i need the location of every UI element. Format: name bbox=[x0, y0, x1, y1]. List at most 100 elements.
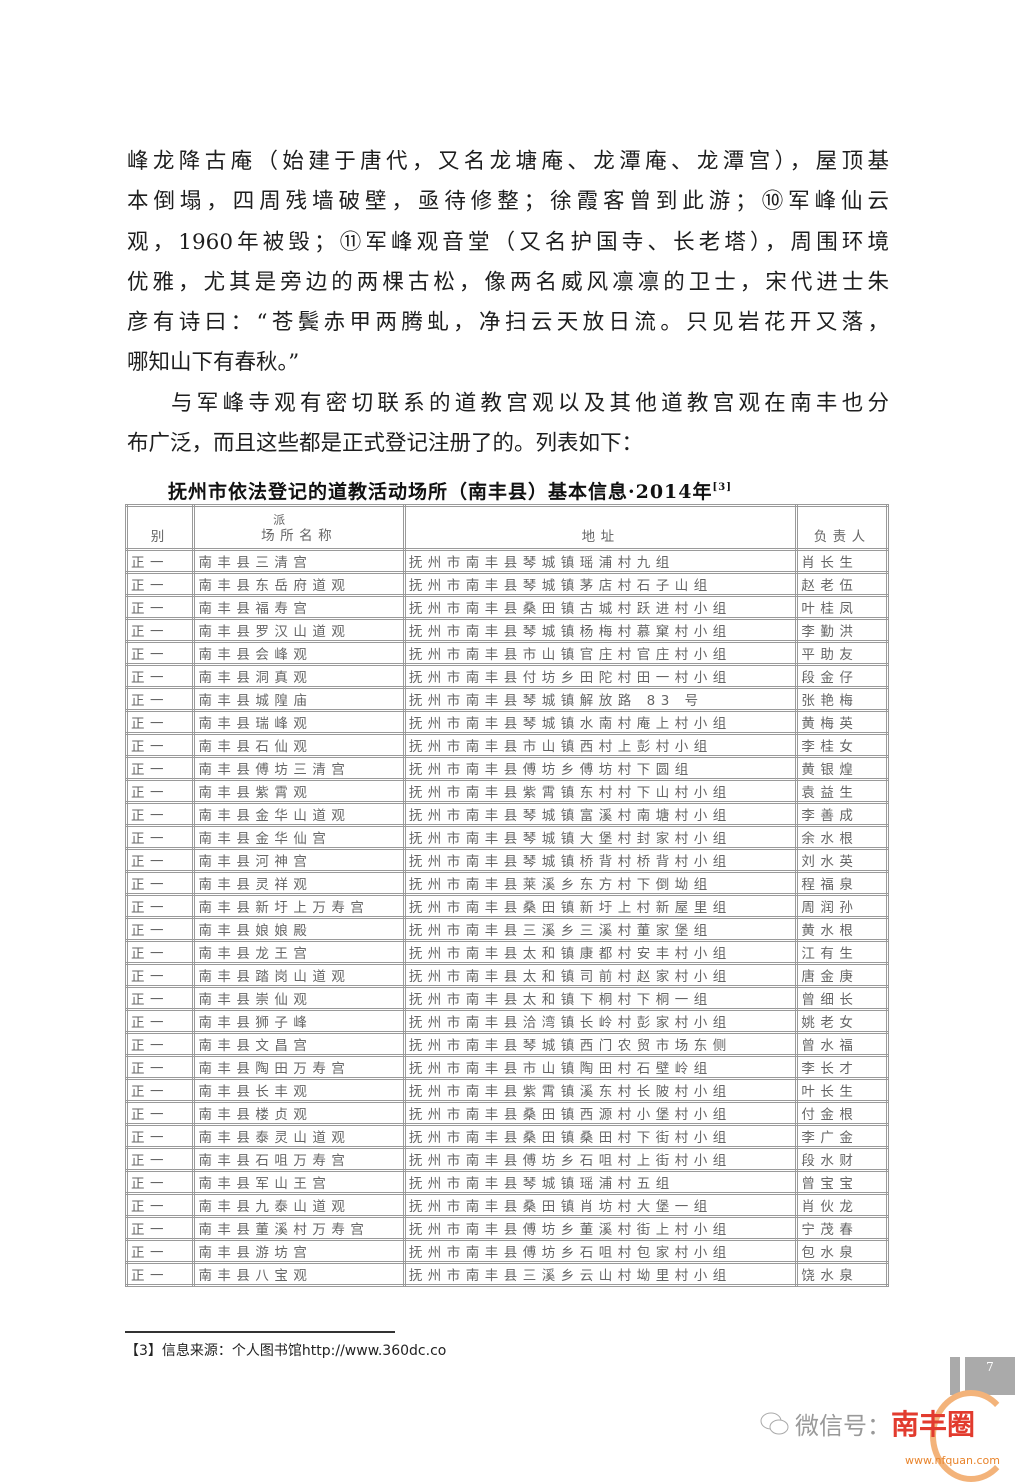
header-address: 地址 bbox=[402, 504, 799, 551]
cell-sect: 正一 bbox=[124, 985, 196, 1011]
table-row: 正一 南丰县灵祥观 抚州市南丰县莱溪乡东方村下倒坳组 程福泉 bbox=[124, 870, 889, 896]
cell-person: 余水根 bbox=[795, 824, 889, 850]
table-row: 正一 南丰县龙王宫 抚州市南丰县太和镇康都村安丰村小组 江有生 bbox=[124, 939, 889, 965]
cell-person: 周润孙 bbox=[795, 893, 889, 919]
cell-person: 曾宝宝 bbox=[795, 1169, 889, 1195]
table-row: 正一 南丰县瑞峰观 抚州市南丰县琴城镇水南村庵上村小组 黄梅英 bbox=[124, 709, 889, 735]
cell-name: 南丰县八宝观 bbox=[192, 1261, 406, 1287]
cell-person: 曾细长 bbox=[795, 985, 889, 1011]
cell-sect: 正一 bbox=[124, 1215, 196, 1241]
cell-name: 南丰县东岳府道观 bbox=[192, 571, 406, 597]
cell-address: 抚州市南丰县市山镇官庄村官庄村小组 bbox=[402, 640, 799, 666]
cell-address: 抚州市南丰县三溪乡三溪村董家堡组 bbox=[402, 916, 799, 942]
cell-sect: 正一 bbox=[124, 847, 196, 873]
table-row: 正一 南丰县河神宫 抚州市南丰县琴城镇桥背村桥背村小组 刘水英 bbox=[124, 847, 889, 873]
cell-sect: 正一 bbox=[124, 571, 196, 597]
cell-person: 黄水根 bbox=[795, 916, 889, 942]
table-row: 正一 南丰县东岳府道观 抚州市南丰县琴城镇茅店村石子山组 赵老伍 bbox=[124, 571, 889, 597]
watermark: 微信号：南丰圈 bbox=[795, 1408, 975, 1443]
cell-sect: 正一 bbox=[124, 1054, 196, 1080]
cell-person: 叶长生 bbox=[795, 1077, 889, 1103]
cell-sect: 正一 bbox=[124, 962, 196, 988]
text-line: 哪知山下有春秋。” bbox=[127, 350, 300, 376]
cell-name: 南丰县狮子峰 bbox=[192, 1008, 406, 1034]
cell-sect: 正一 bbox=[124, 1146, 196, 1172]
table-row: 正一 南丰县城隍庙 抚州市南丰县琴城镇解放路 83 号张艳梅 bbox=[124, 686, 889, 712]
text-line: 观，1960年被毁；⑪军峰观音堂（又名护国寺、长老塔），周围环境 bbox=[127, 229, 889, 255]
cell-address: 抚州市南丰县太和镇下桐村下桐一组 bbox=[402, 985, 799, 1011]
cell-sect: 正一 bbox=[124, 1238, 196, 1264]
watermark-prefix: 微信号： bbox=[795, 1412, 891, 1440]
cell-name: 南丰县军山王宫 bbox=[192, 1169, 406, 1195]
watermark-brand: 南丰圈 bbox=[891, 1408, 976, 1441]
cell-name: 南丰县罗汉山道观 bbox=[192, 617, 406, 643]
table-title: 抚州市依法登记的道教活动场所（南丰县）基本信息·2014年[3] bbox=[168, 477, 732, 504]
cell-address: 抚州市南丰县傅坊乡石咀村上街村小组 bbox=[402, 1146, 799, 1172]
page-tab-decoration bbox=[950, 1357, 960, 1395]
cell-person: 赵老伍 bbox=[795, 571, 889, 597]
cell-address: 抚州市南丰县太和镇司前村赵家村小组 bbox=[402, 962, 799, 988]
table-row: 正一 南丰县福寿宫 抚州市南丰县桑田镇古城村跃进村小组 叶桂凤 bbox=[124, 594, 889, 620]
footnote-divider bbox=[125, 1331, 395, 1333]
cell-name: 南丰县河神宫 bbox=[192, 847, 406, 873]
table-title-reference: [3] bbox=[712, 482, 732, 493]
cell-name: 南丰县楼贞观 bbox=[192, 1100, 406, 1126]
cell-name: 南丰县文昌宫 bbox=[192, 1031, 406, 1057]
cell-sect: 正一 bbox=[124, 1031, 196, 1057]
header-fragment: 派 bbox=[273, 513, 286, 527]
cell-person: 刘水英 bbox=[795, 847, 889, 873]
cell-sect: 正一 bbox=[124, 1261, 196, 1287]
cell-address: 抚州市南丰县市山镇西村上彭村小组 bbox=[402, 732, 799, 758]
cell-address: 抚州市南丰县三溪乡云山村坳里村小组 bbox=[402, 1261, 799, 1287]
cell-person: 江有生 bbox=[795, 939, 889, 965]
text-line: 与军峰寺观有密切联系的道教宫观以及其他道教宫观在南丰也分 bbox=[171, 391, 889, 416]
cell-person: 李桂女 bbox=[795, 732, 889, 758]
cell-address: 抚州市南丰县桑田镇古城村跃进村小组 bbox=[402, 594, 799, 620]
cell-address: 抚州市南丰县紫霄镇东村村下山村小组 bbox=[402, 778, 799, 804]
cell-person: 李广金 bbox=[795, 1123, 889, 1149]
cell-sect: 正一 bbox=[124, 1169, 196, 1195]
table-row: 正一 南丰县傅坊三清宫 抚州市南丰县傅坊乡傅坊村下圆组 黄银煌 bbox=[124, 755, 889, 781]
cell-address: 抚州市南丰县紫霄镇溪东村长陂村小组 bbox=[402, 1077, 799, 1103]
cell-name: 南丰县泰灵山道观 bbox=[192, 1123, 406, 1149]
cell-sect: 正一 bbox=[124, 755, 196, 781]
cell-person: 段水财 bbox=[795, 1146, 889, 1172]
cell-sect: 正一 bbox=[124, 778, 196, 804]
table-row: 正一 南丰县会峰观 抚州市南丰县市山镇官庄村官庄村小组 平助友 bbox=[124, 640, 889, 666]
cell-name: 南丰县崇仙观 bbox=[192, 985, 406, 1011]
cell-address: 抚州市南丰县傅坊乡傅坊村下圆组 bbox=[402, 755, 799, 781]
cell-sect: 正一 bbox=[124, 1008, 196, 1034]
cell-address: 抚州市南丰县琴城镇瑶浦村五组 bbox=[402, 1169, 799, 1195]
cell-name: 南丰县石仙观 bbox=[192, 732, 406, 758]
cell-name: 南丰县游坊宫 bbox=[192, 1238, 406, 1264]
cell-name: 南丰县金华仙宫 bbox=[192, 824, 406, 850]
cell-sect: 正一 bbox=[124, 663, 196, 689]
cell-address: 抚州市南丰县傅坊乡石咀村包家村小组 bbox=[402, 1238, 799, 1264]
cell-person: 姚老女 bbox=[795, 1008, 889, 1034]
table-row: 正一 南丰县狮子峰 抚州市南丰县洽湾镇长岭村彭家村小组 姚老女 bbox=[124, 1008, 889, 1034]
cell-person: 张艳梅 bbox=[795, 686, 889, 712]
cell-person: 程福泉 bbox=[795, 870, 889, 896]
table-row: 正一 南丰县董溪村万寿宫 抚州市南丰县傅坊乡董溪村街上村小组 宁茂春 bbox=[124, 1215, 889, 1241]
temples-table: 别 派场所名称 地址 负责人 正一 南丰县三清宫 抚州市南丰县琴城镇瑶浦村九组 肖长生… bbox=[124, 504, 889, 1287]
table-header-row: 别 派场所名称 地址 负责人 bbox=[124, 504, 889, 551]
table-row: 正一 南丰县游坊宫 抚州市南丰县傅坊乡石咀村包家村小组 包水泉 bbox=[124, 1238, 889, 1264]
table-row: 正一 南丰县楼贞观 抚州市南丰县桑田镇西源村小堡村小组 付金根 bbox=[124, 1100, 889, 1126]
table-row: 正一 南丰县九泰山道观 抚州市南丰县桑田镇肖坊村大堡一组 肖伙龙 bbox=[124, 1192, 889, 1218]
table-row: 正一 南丰县八宝观 抚州市南丰县三溪乡云山村坳里村小组 饶水泉 bbox=[124, 1261, 889, 1287]
cell-sect: 正一 bbox=[124, 617, 196, 643]
watermark-url: www.nfquan.com bbox=[905, 1454, 1000, 1467]
cell-sect: 正一 bbox=[124, 1123, 196, 1149]
header-person: 负责人 bbox=[795, 504, 889, 551]
table-row: 正一 南丰县军山王宫 抚州市南丰县琴城镇瑶浦村五组 曾宝宝 bbox=[124, 1169, 889, 1195]
cell-name: 南丰县洞真观 bbox=[192, 663, 406, 689]
cell-person: 平助友 bbox=[795, 640, 889, 666]
table-title-text: 抚州市依法登记的道教活动场所（南丰县）基本信息·2014年 bbox=[168, 481, 713, 503]
cell-sect: 正一 bbox=[124, 870, 196, 896]
page-number: 7 bbox=[965, 1357, 1015, 1395]
table-row: 正一 南丰县娘娘殿 抚州市南丰县三溪乡三溪村董家堡组 黄水根 bbox=[124, 916, 889, 942]
cell-address: 抚州市南丰县太和镇康都村安丰村小组 bbox=[402, 939, 799, 965]
table-row: 正一 南丰县石仙观 抚州市南丰县市山镇西村上彭村小组 李桂女 bbox=[124, 732, 889, 758]
cell-address: 抚州市南丰县琴城镇大堡村封家村小组 bbox=[402, 824, 799, 850]
cell-name: 南丰县董溪村万寿宫 bbox=[192, 1215, 406, 1241]
